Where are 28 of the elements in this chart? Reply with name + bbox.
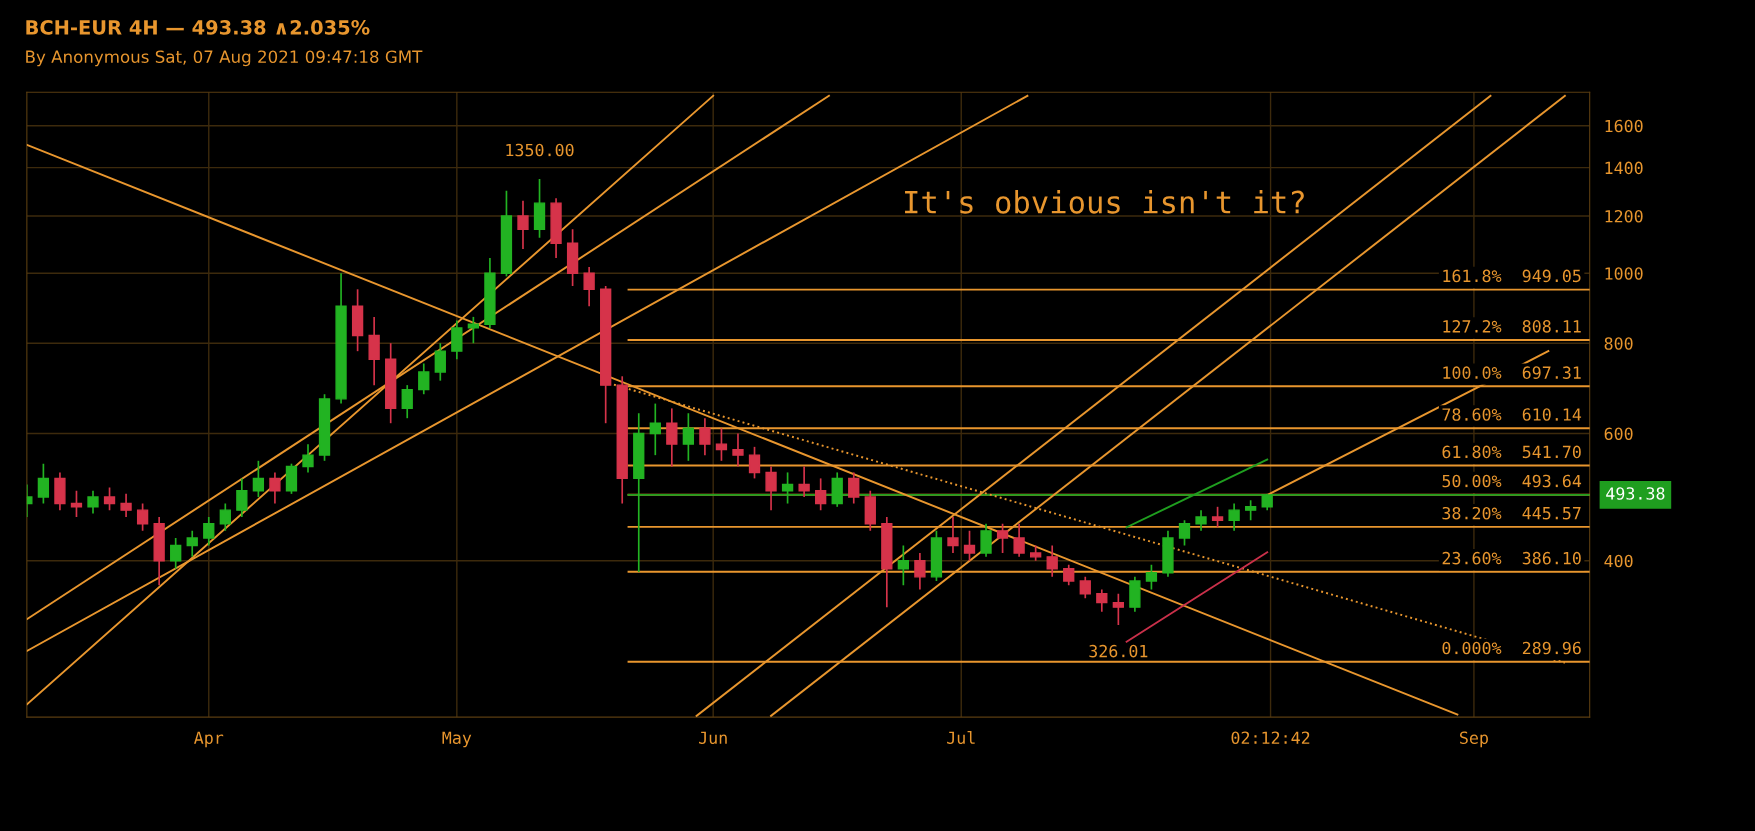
chart-title: BCH-EUR 4H — 493.38 ∧2.035%	[26, 20, 370, 35]
ref-line-label: 78.60% 610.14	[1442, 408, 1582, 421]
x-tick-label: May	[442, 731, 472, 748]
chart-subtitle: By Anonymous Sat, 07 Aug 2021 09:47:18 GMT	[26, 50, 423, 67]
x-tick-label: Apr	[194, 731, 224, 748]
y-tick-label: 1200	[1605, 209, 1643, 223]
ref-line-label: 0.000% 289.96	[1442, 641, 1581, 655]
annotation: 326.01	[1089, 644, 1148, 658]
x-tick-label: 02:12:42	[1231, 731, 1310, 745]
x-tick-label: Jun	[699, 731, 727, 745]
annotation: 1350.00	[506, 143, 574, 157]
y-tick-label: 1000	[1605, 267, 1643, 280]
y-tick-label: 400	[1604, 554, 1633, 568]
y-tick-label: 1600	[1605, 119, 1643, 133]
ref-line-label: 61.80% 541.70	[1442, 445, 1581, 459]
ref-line-label: 493.38	[1606, 487, 1665, 500]
y-tick-label: 1400	[1605, 161, 1643, 175]
ref-line-label: 23.60% 386.10	[1442, 551, 1581, 565]
y-tick-label: 600	[1604, 427, 1633, 441]
x-tick-label: Sep	[1459, 731, 1488, 748]
y-tick-label: 800	[1604, 337, 1633, 350]
ref-line-label: 38.20% 445.57	[1442, 506, 1581, 520]
annotation: It's obvious isn't it?	[905, 190, 1304, 214]
ref-line-label: 100.0% 697.31	[1443, 366, 1581, 379]
ref-line-label: 50.00% 493.64	[1442, 474, 1582, 488]
ref-line-label: 161.8% 949.05	[1443, 269, 1581, 283]
x-tick-label: Jul	[947, 731, 975, 745]
ref-line-label: 127.2% 808.11	[1443, 320, 1581, 333]
